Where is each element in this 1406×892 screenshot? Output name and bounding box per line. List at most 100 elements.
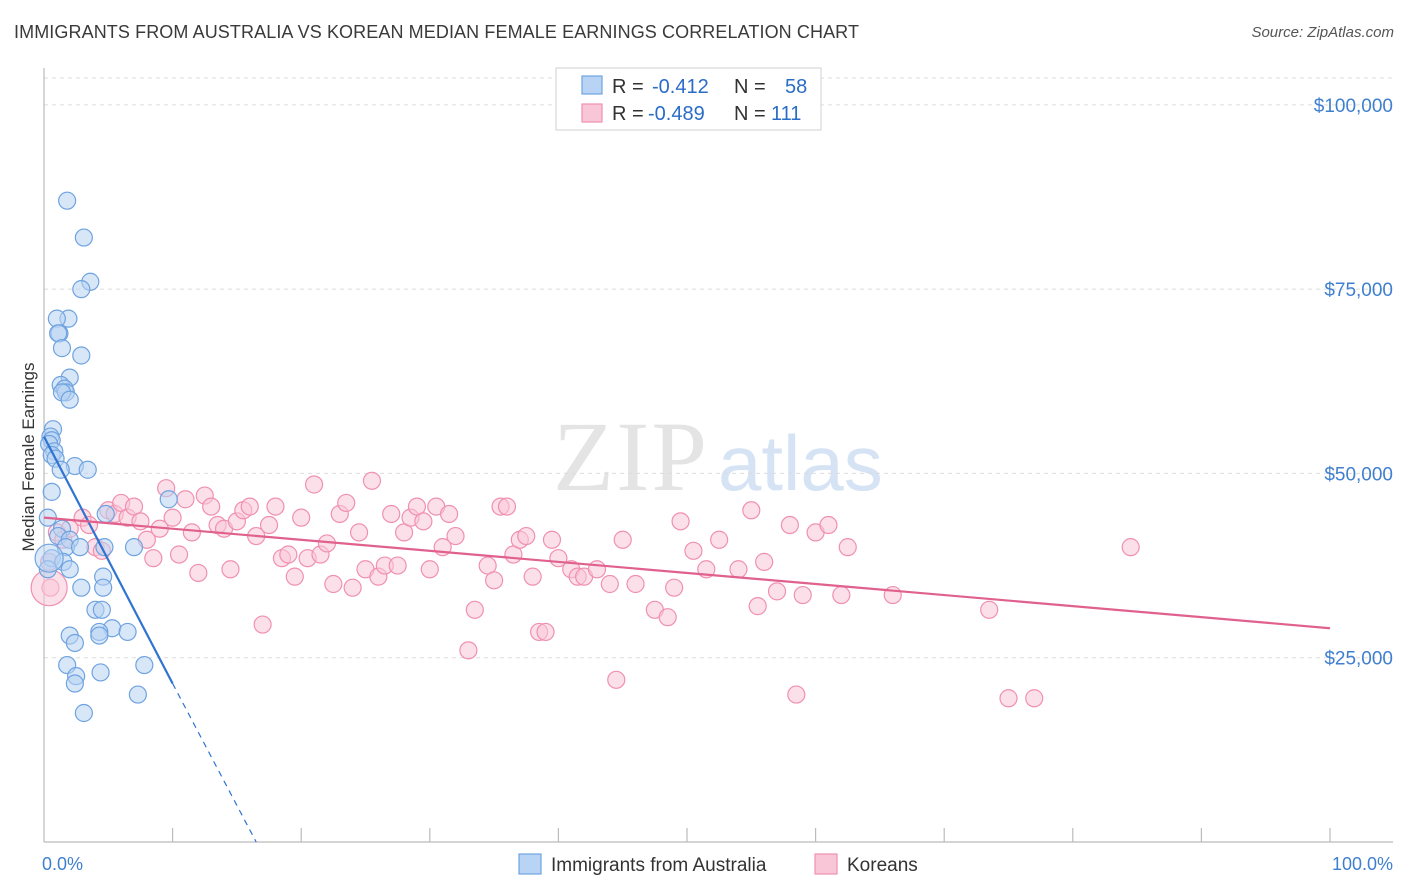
australia-point	[135, 655, 154, 675]
y-tick-label-100000: $100,000	[1314, 96, 1393, 117]
watermark-zip: ZIP	[553, 401, 709, 512]
korean-point	[607, 670, 626, 689]
korean-point	[1025, 689, 1044, 708]
australia-point	[70, 538, 90, 557]
korean-point	[729, 560, 748, 579]
korean-points	[30, 471, 1140, 708]
korean-point	[169, 545, 189, 564]
korean-point	[665, 578, 684, 597]
korean-point	[613, 530, 632, 549]
legend-n-value-koreans: 111	[771, 103, 801, 125]
korean-point	[710, 530, 729, 549]
stats-legend: R = -0.412 N = 58 R = -0.489 N = 111	[555, 67, 822, 131]
korean-point	[182, 523, 201, 542]
korean-point	[671, 512, 690, 531]
australia-point	[72, 346, 91, 365]
australia-trend-line	[43, 436, 174, 685]
source-label: Source: ZipAtlas.com	[1251, 24, 1394, 41]
korean-point	[626, 574, 645, 594]
australia-point	[74, 703, 93, 723]
australia-point	[78, 460, 97, 479]
korean-point	[742, 501, 761, 520]
korean-point	[144, 549, 163, 568]
y-tick-labels: $100,000 $75,000 $50,000 $25,000	[1314, 96, 1393, 670]
korean-point	[465, 600, 484, 619]
korean-point	[259, 515, 279, 535]
korean-point	[337, 493, 356, 513]
australia-point	[72, 280, 91, 299]
korean-point	[497, 497, 517, 516]
australia-point	[52, 339, 72, 358]
legend-r-value-koreans: -0.489	[648, 103, 705, 125]
australia-point	[74, 228, 93, 247]
y-tick-label-25000: $25,000	[1324, 649, 1393, 670]
australia-point	[92, 600, 111, 619]
australia-point	[60, 560, 79, 579]
australia-point	[65, 674, 84, 693]
australia-point	[124, 538, 144, 557]
y-tick-label-50000: $50,000	[1324, 464, 1393, 485]
australia-point	[90, 626, 109, 645]
australia-points	[34, 191, 178, 723]
korean-point	[304, 475, 324, 494]
korean-point	[279, 545, 298, 564]
korean-point	[832, 585, 851, 605]
australia-point	[159, 490, 178, 509]
korean-point	[517, 526, 536, 546]
australia-point	[72, 578, 91, 597]
australia-point	[94, 578, 113, 597]
korean-point	[767, 582, 787, 601]
australia-point	[118, 622, 137, 642]
bottom-legend-swatch-australia	[518, 853, 542, 875]
korean-point	[459, 641, 478, 660]
korean-point	[446, 526, 465, 546]
korean-point	[414, 512, 433, 531]
australia-point	[60, 390, 79, 409]
legend-swatch-australia	[581, 75, 603, 95]
legend-r-label-australia: R =	[612, 76, 644, 98]
korean-point	[787, 685, 806, 704]
korean-point	[253, 615, 272, 634]
legend-r-value-australia: -0.412	[652, 76, 709, 98]
y-tick-label-75000: $75,000	[1324, 280, 1393, 301]
bottom-legend-label-koreans: Koreans	[847, 855, 918, 876]
korean-point	[382, 504, 401, 524]
korean-point	[838, 538, 857, 557]
australia-point	[91, 663, 110, 682]
korean-point	[600, 574, 619, 594]
y-axis-label: Median Female Earnings	[19, 363, 38, 552]
korean-point	[780, 515, 799, 535]
australia-point	[128, 685, 147, 704]
korean-point	[819, 515, 838, 535]
korean-point	[240, 497, 259, 516]
korean-point	[266, 497, 285, 516]
korean-point	[292, 508, 311, 527]
korean-point	[980, 600, 999, 619]
australia-point	[58, 191, 77, 210]
korean-point	[1121, 538, 1140, 557]
bottom-legend-swatch-koreans	[814, 853, 838, 875]
chart-title: IMMIGRANTS FROM AUSTRALIA VS KOREAN MEDI…	[14, 22, 860, 42]
korean-point	[485, 571, 504, 590]
legend-swatch-koreans	[581, 103, 603, 123]
gridlines	[44, 77, 1393, 659]
australia-point	[96, 504, 115, 524]
australia-trend-extension	[172, 683, 257, 843]
korean-point	[523, 567, 542, 586]
watermark-atlas: atlas	[718, 419, 883, 507]
korean-point	[202, 497, 221, 516]
korean-point	[536, 622, 555, 642]
korean-point	[658, 608, 677, 627]
korean-point	[349, 523, 369, 542]
bottom-legend-label-australia: Immigrants from Australia	[551, 855, 767, 876]
korean-point	[755, 552, 774, 571]
korean-point	[221, 560, 240, 579]
korean-point	[189, 563, 208, 583]
x-tick-label-max: 100.0%	[1332, 854, 1393, 874]
korean-point	[362, 471, 382, 490]
trend-lines	[43, 436, 1331, 843]
korean-point	[324, 574, 343, 594]
korean-point	[285, 567, 304, 586]
korean-point	[684, 541, 703, 560]
korean-point	[343, 578, 362, 597]
